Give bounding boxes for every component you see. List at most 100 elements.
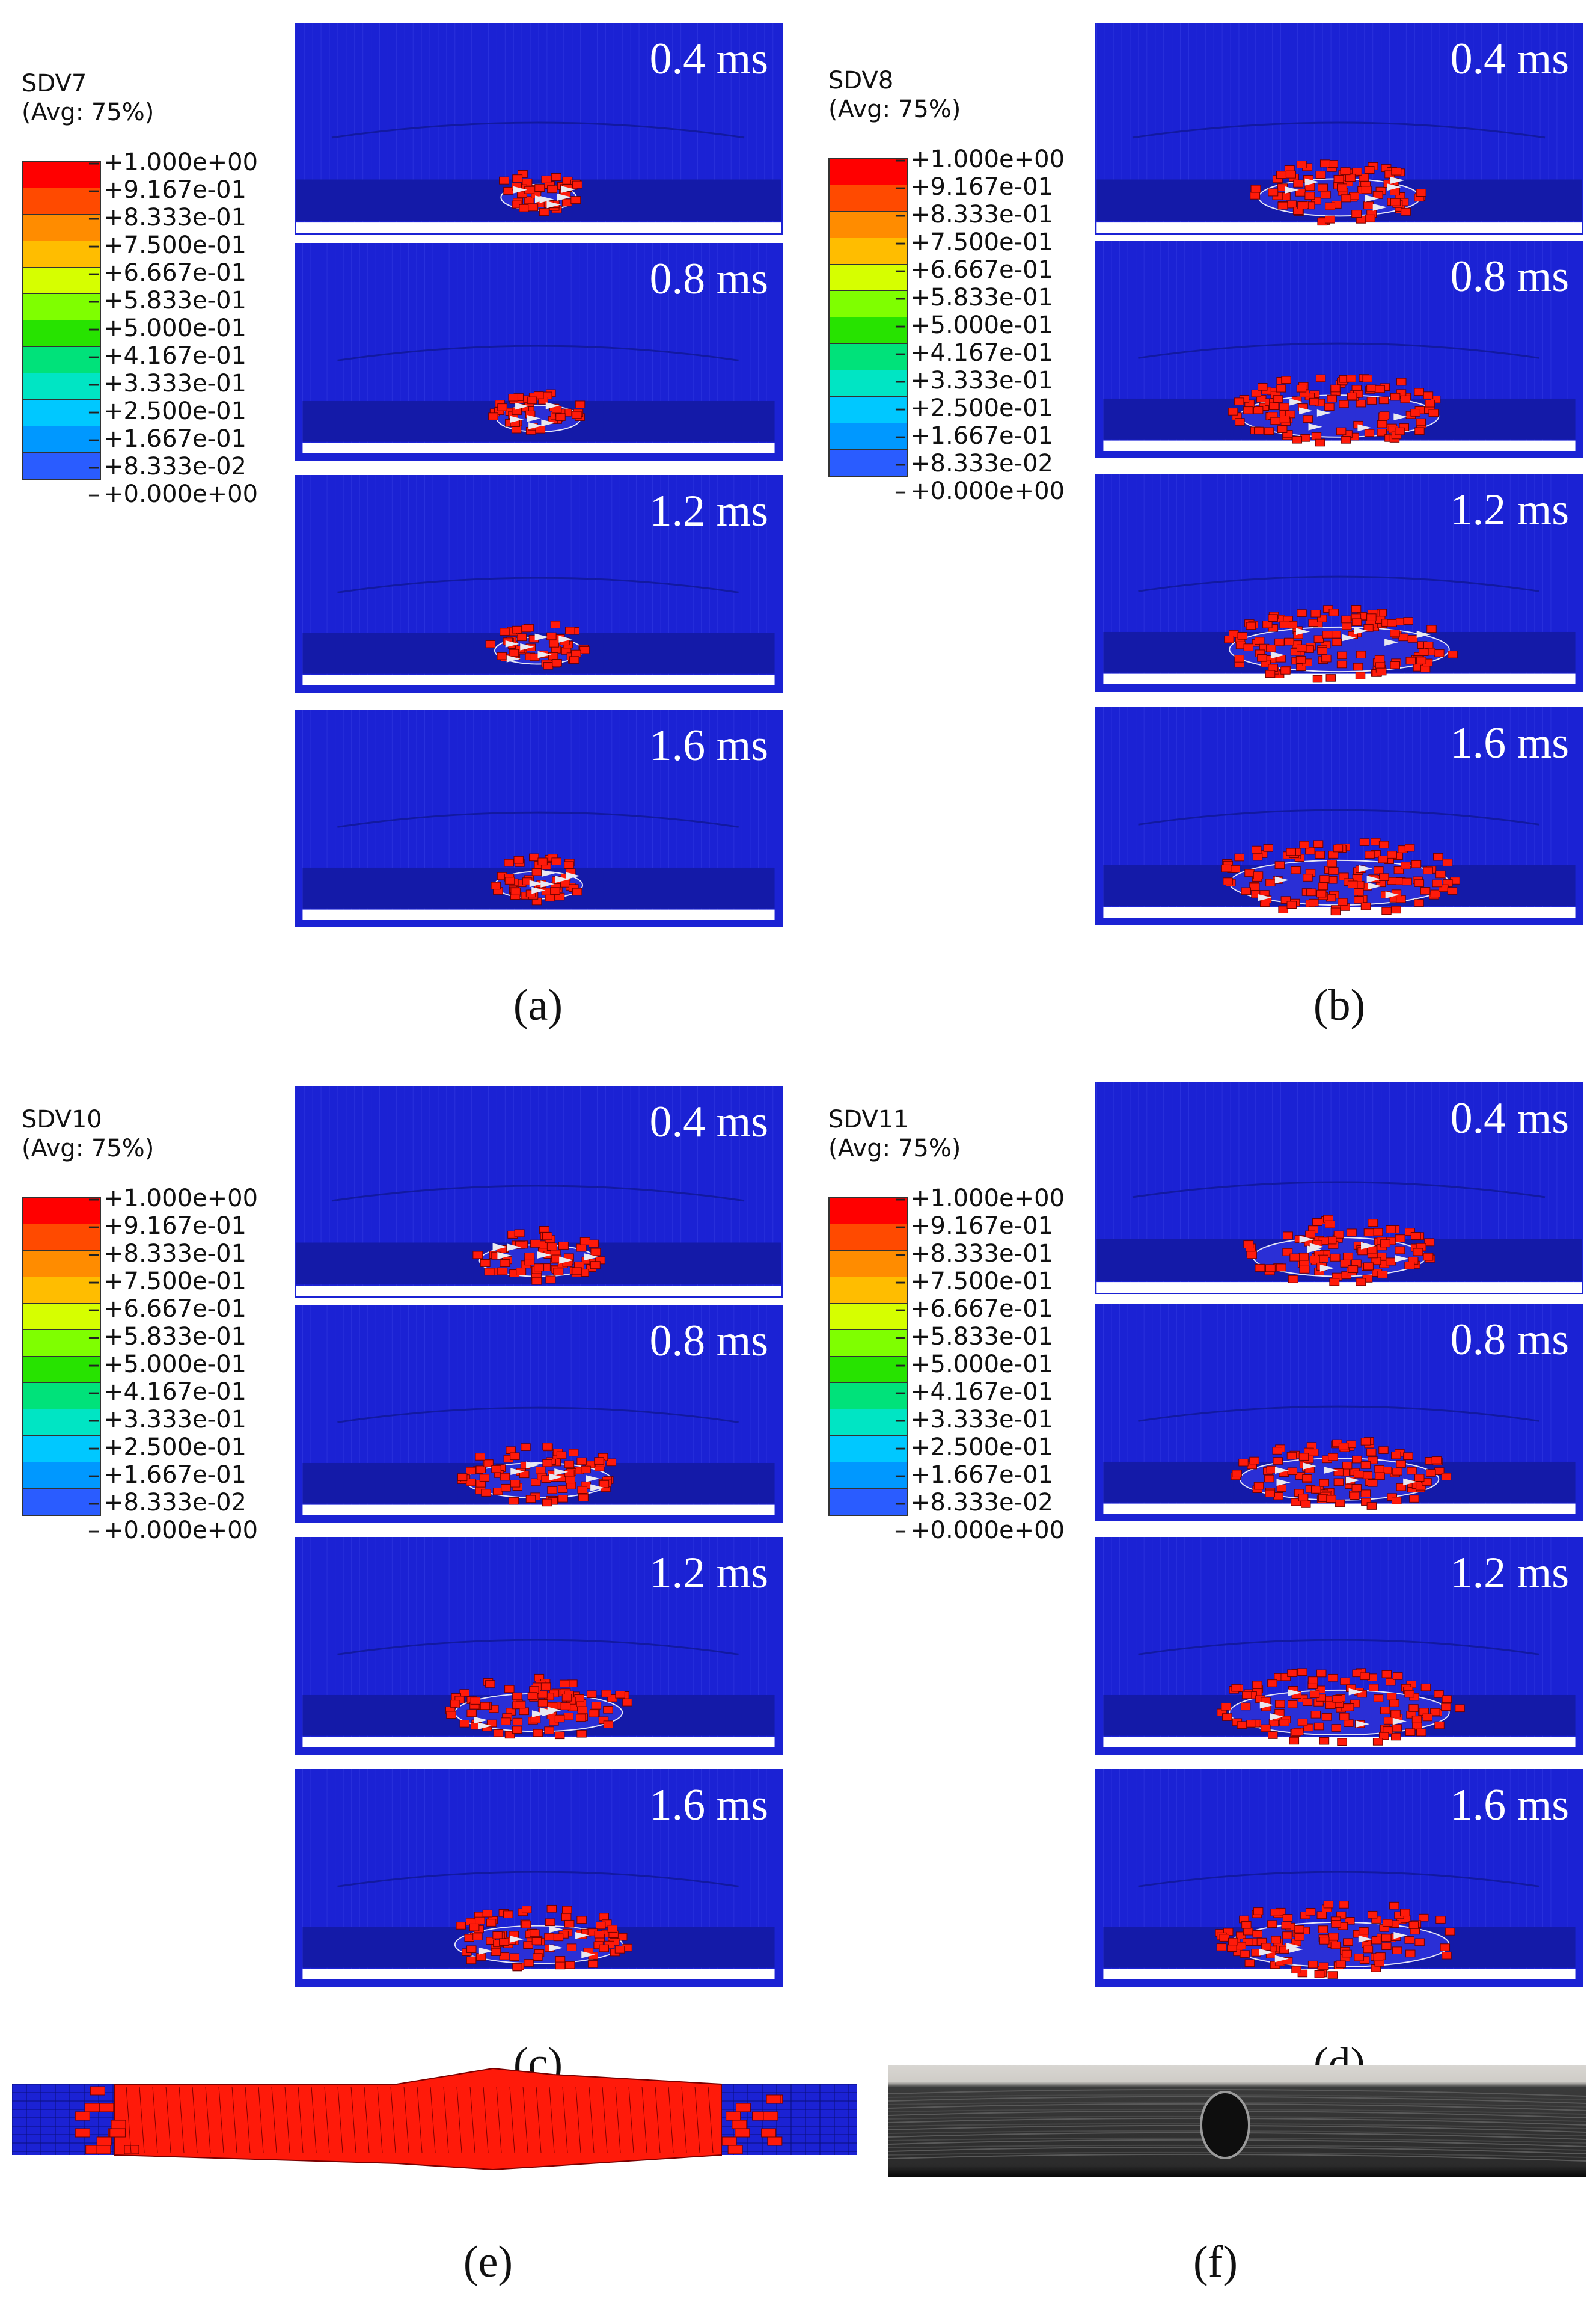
damaged-element <box>1243 1240 1254 1249</box>
damaged-element <box>1389 1901 1399 1910</box>
damaged-element <box>1347 392 1357 400</box>
damaged-element <box>1348 1265 1359 1274</box>
damaged-element <box>1280 1673 1291 1681</box>
damaged-element <box>1336 1911 1347 1919</box>
damaged-element <box>1252 853 1263 861</box>
damaged-element <box>566 1943 577 1951</box>
damage-edge-block <box>766 2094 781 2104</box>
legend-swatch <box>23 268 100 294</box>
damaged-element <box>1325 1220 1335 1228</box>
damaged-element <box>558 1494 568 1503</box>
damaged-element <box>1330 384 1341 393</box>
damaged-element <box>1303 874 1313 882</box>
damaged-element <box>1315 374 1326 382</box>
crack-highlight <box>478 1947 494 1955</box>
damaged-element <box>556 1451 567 1459</box>
damaged-element <box>519 1470 530 1479</box>
crack-highlight <box>1385 891 1399 898</box>
damaged-element <box>1411 860 1422 868</box>
damaged-element <box>504 1685 515 1693</box>
damaged-element <box>533 1729 543 1737</box>
damage-mesh-line <box>337 2086 343 2153</box>
panel-gap <box>1103 673 1576 684</box>
damaged-element <box>1442 1951 1452 1960</box>
damaged-element <box>591 1702 602 1710</box>
damaged-element <box>1387 619 1397 627</box>
legend-swatch <box>830 291 907 317</box>
damaged-element <box>1442 859 1453 866</box>
ply-line <box>888 2088 1586 2097</box>
damaged-element <box>1265 1264 1276 1272</box>
damaged-element <box>1294 1933 1304 1941</box>
legend-level-label: +6.667e-01 <box>88 1295 258 1323</box>
damaged-element <box>1228 1937 1238 1946</box>
damaged-element <box>1261 1943 1271 1951</box>
damaged-element <box>521 1906 532 1913</box>
damaged-element <box>1366 397 1377 405</box>
damaged-element <box>1315 1685 1325 1694</box>
damaged-element <box>516 1268 527 1275</box>
damage-mesh-line <box>681 2086 687 2153</box>
damaged-element <box>1338 898 1348 906</box>
panel-gap <box>296 222 781 233</box>
legend-swatch <box>23 1462 100 1489</box>
damaged-element <box>1291 1728 1301 1737</box>
legend-swatch <box>23 215 100 241</box>
crack-highlight <box>477 1722 492 1729</box>
damaged-element <box>1371 1936 1381 1945</box>
crack-highlight <box>1309 1243 1324 1251</box>
damaged-element <box>1275 1700 1285 1708</box>
damaged-element <box>1400 395 1410 403</box>
damaged-element <box>1336 660 1347 669</box>
damaged-element <box>1339 1713 1350 1721</box>
damaged-element <box>1359 838 1370 846</box>
damaged-element <box>1329 1278 1340 1286</box>
damaged-element <box>1441 1703 1451 1711</box>
damaged-element <box>1359 173 1369 182</box>
damaged-element <box>500 1473 510 1481</box>
damaged-element <box>531 1478 541 1486</box>
damaged-element <box>1368 1479 1378 1487</box>
fe-panel-d-2: 0.8 ms <box>1095 1304 1583 1521</box>
crack-highlight <box>549 1944 563 1952</box>
damaged-element <box>1253 406 1264 414</box>
damaged-element <box>1424 1238 1435 1247</box>
panel-gap <box>302 1737 775 1747</box>
legend-swatch <box>830 185 907 212</box>
stress-wave-arc <box>337 1406 739 1423</box>
damage-edge-blocks <box>75 2086 783 2154</box>
damaged-element <box>1267 1920 1277 1928</box>
damaged-element <box>1234 853 1244 862</box>
damaged-element <box>1374 1465 1384 1473</box>
damaged-element <box>587 1960 598 1968</box>
legend-level-label: +2.500e-01 <box>88 397 258 425</box>
damaged-element <box>1338 1443 1349 1450</box>
damaged-element <box>1297 1668 1307 1676</box>
crack-highlight <box>1365 195 1380 203</box>
damaged-element <box>1282 1248 1293 1256</box>
damaged-element <box>1333 1468 1344 1476</box>
damaged-element <box>1247 1251 1257 1259</box>
damaged-element <box>1372 1228 1383 1236</box>
damaged-element <box>1455 1704 1465 1713</box>
crack-highlight <box>1348 1688 1363 1696</box>
specimen-photo-f <box>888 2065 1586 2177</box>
legend-b: SDV8 (Avg: 75%) +1.000e+00+9.167e-01+8.3… <box>828 66 1105 505</box>
damaged-element <box>480 1259 491 1267</box>
damaged-element <box>1390 393 1401 401</box>
mesh-plot <box>302 710 775 920</box>
stress-wave-arc <box>1138 342 1539 359</box>
damaged-element <box>594 1457 604 1465</box>
damaged-element <box>579 646 590 654</box>
damaged-element <box>1271 1936 1281 1944</box>
crack-highlight <box>1299 407 1313 415</box>
damaged-element <box>1405 1949 1416 1958</box>
mesh-plot <box>302 1769 775 1979</box>
damaged-element <box>557 1485 568 1493</box>
damage-mesh-line <box>271 2086 277 2153</box>
legend-swatch <box>830 1436 907 1462</box>
crack-highlight <box>1259 1701 1274 1709</box>
damage-mesh-line <box>364 2086 370 2153</box>
damaged-element <box>1380 1707 1390 1714</box>
damaged-element <box>1241 887 1251 895</box>
